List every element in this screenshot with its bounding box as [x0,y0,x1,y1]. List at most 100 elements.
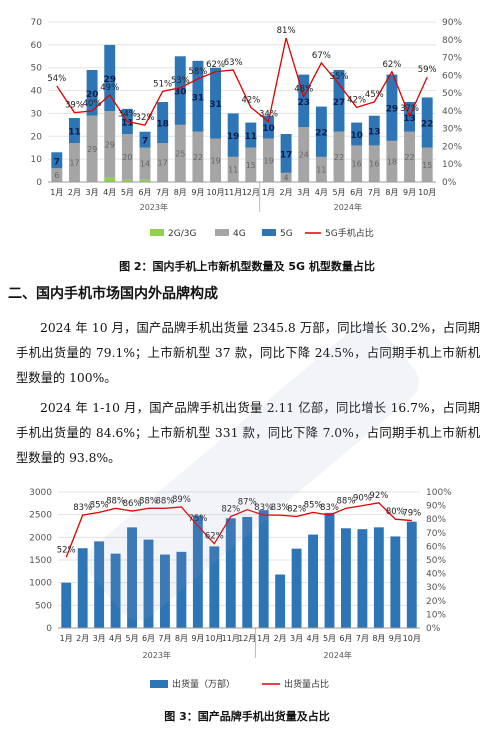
share-label: 62% [206,60,225,70]
bar-4g [280,172,292,182]
bar-4g [227,156,239,182]
y2-tick-label: 30% [442,125,462,135]
x-tick-label: 8月 [385,188,398,197]
bar-4g [104,111,116,178]
label-4g: 19 [263,156,273,165]
bar-4g [192,131,204,182]
bar-4g [68,143,80,182]
shipment-bar [225,518,236,628]
share-label: 88% [156,496,175,506]
share-label: 88% [106,496,125,506]
legend-label: 2G/3G [168,229,196,239]
bar-5g [245,122,257,148]
legend-swatch [215,229,229,236]
x-tick-label: 12月 [242,188,260,197]
x-tick-label: 5月 [332,188,345,197]
share-label: 82% [287,504,306,514]
y2-tick-label: 20% [442,142,462,152]
y-tick-label: 10 [31,155,43,165]
x-tick-label: 1月 [50,188,63,197]
shipment-bar [406,521,417,628]
share-label: 86% [123,499,142,509]
y2-tick-label: 10% [426,610,446,620]
bar-4g [139,147,151,180]
label-5g: 11 [121,118,134,128]
shipment-bar [291,548,302,628]
y2-tick-label: 0% [426,624,441,634]
x-tick-label: 8月 [174,188,187,197]
y2-tick-label: 40% [442,107,462,117]
x-tick-label: 7月 [356,634,369,643]
share-label: 83% [73,503,92,513]
x-tick-label: 3月 [290,634,303,643]
share-label: 89% [172,495,191,505]
shipment-bar [176,551,187,628]
y2-tick-label: 90% [426,502,446,512]
x-tick-label: 4月 [315,188,328,197]
shipment-bar [127,527,137,628]
bar-2g3g [104,177,116,182]
x-tick-label: 9月 [389,634,402,643]
share-label: 39% [65,101,84,111]
x-tick-label: 9月 [191,634,204,643]
label-5g: 22 [315,129,328,139]
share-label: 88% [139,496,158,506]
label-5g: 13 [403,114,416,124]
y-tick-label: 1500 [29,556,52,566]
x-tick-label: 3月 [93,634,106,643]
y2-tick-label: 90% [442,18,462,28]
label-4g: 15 [246,161,256,170]
bar-5g [104,44,116,112]
shipment-bar [258,510,269,628]
bar-5g [139,131,151,148]
share-label: 62% [205,532,224,542]
share-label: 62% [382,60,401,70]
share-line [65,502,412,558]
x-tick-label: 8月 [175,634,188,643]
section-heading: 二、国内手机市场国内外品牌构成 [8,286,218,302]
y-tick-label: 0 [46,624,52,634]
label-4g: 24 [299,151,309,160]
bar-4g [121,134,133,180]
label-5g: 11 [245,132,258,142]
year-label-2023: 2023年 [143,650,171,660]
label-5g: 20 [86,90,99,100]
y-tick-label: 70 [31,18,43,28]
share-label: 49% [100,83,119,93]
x-tick-label: 7月 [158,634,171,643]
bar-5g [298,74,310,128]
bar-5g [386,74,398,141]
shipment-bar [357,529,368,628]
share-label: 53% [171,76,190,86]
label-5g: 7 [54,157,60,167]
bar-4g [351,145,363,182]
x-tick-label: 3月 [86,188,99,197]
share-label: 42% [347,95,366,105]
x-tick-label: 5月 [125,634,138,643]
bar-4g [404,131,416,182]
label-4g: 22 [404,153,414,162]
share-label: 32% [136,113,155,123]
bar-5g [157,102,169,144]
bar-5g [68,118,80,144]
shipment-bar [110,553,121,628]
label-4g: 17 [158,159,168,168]
label-4g: 11 [228,165,238,174]
paragraph-oct-2024: 2024 年 10 月，国产品牌手机出货量 2345.8 万部，同比增长 30.… [16,321,480,385]
bar-4g [174,124,186,182]
shipment-bar [373,527,384,628]
legend-label: 出货量占比 [284,678,329,690]
label-5g: 10 [262,124,275,134]
bar-5g [333,70,345,132]
bar-5g [368,115,380,146]
y-tick-label: 40 [31,87,43,97]
label-5g: 18 [156,120,169,130]
legend-swatch [150,680,168,688]
x-tick-label: 10月 [206,188,224,197]
bar-2g3g [139,179,151,182]
figure-3-caption: 图 3：国产品牌手机出货量及占比 [164,710,330,723]
x-tick-label: 4月 [109,634,122,643]
legend-label: 4G [233,229,246,239]
x-tick-label: 10月 [403,634,421,643]
label-4g: 16 [369,160,379,169]
